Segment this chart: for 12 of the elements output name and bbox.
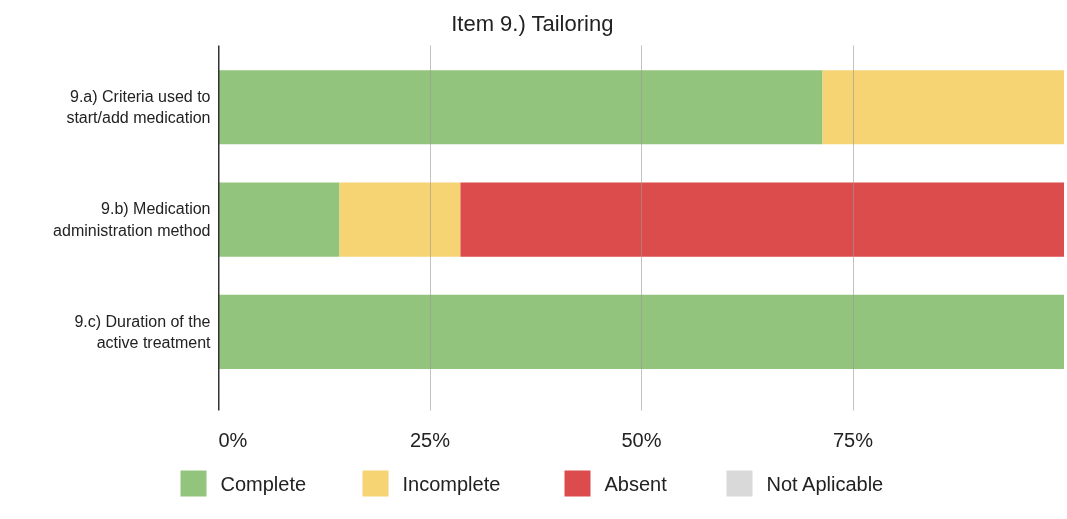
- y-tick-label: 9.c) Duration of the active treatment: [74, 312, 212, 352]
- legend-label: Not Aplicable: [766, 472, 884, 495]
- x-tick-label: 75%: [832, 428, 874, 451]
- legend-label: Incomplete: [402, 472, 501, 495]
- chart-title: Item 9.) Tailoring: [451, 11, 614, 36]
- y-tick-label: 9.b) Medication administration method: [53, 200, 211, 239]
- legend-label: Complete: [220, 472, 307, 495]
- x-tick-label: 25%: [409, 428, 451, 451]
- x-tick-label: 50%: [621, 428, 662, 451]
- x-tick-label: 0%: [218, 428, 248, 451]
- legend-label: Absent: [604, 472, 668, 495]
- y-tick-label: 9.a) Criteria used to start/add medication: [66, 88, 211, 127]
